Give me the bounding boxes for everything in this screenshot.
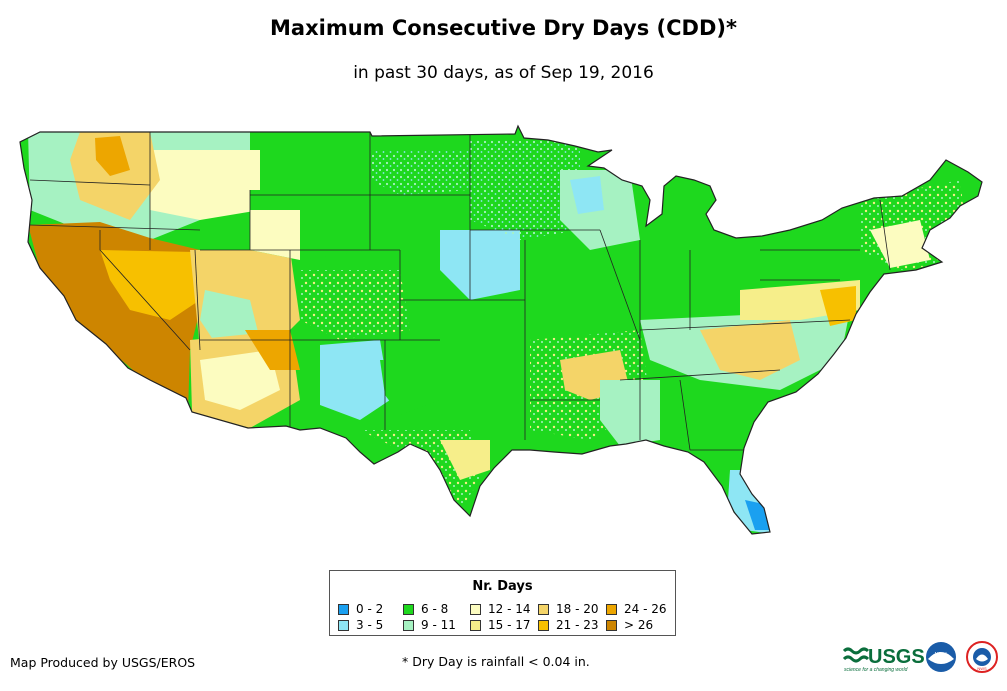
legend-label: 18 - 20 <box>556 602 599 616</box>
noaa-wordmark: NOAA <box>935 651 948 656</box>
dry-day-footnote: * Dry Day is rainfall < 0.04 in. <box>402 654 590 669</box>
legend-item: 9 - 11 <box>403 618 456 632</box>
legend-label: 6 - 8 <box>421 602 449 616</box>
zone-texas-panhandle <box>380 360 440 415</box>
legend-item: 21 - 23 <box>538 618 599 632</box>
us-cdd-map <box>19 125 983 535</box>
legend-swatch <box>538 620 549 631</box>
legend-item: 12 - 14 <box>470 602 531 616</box>
zone-mississippi <box>600 380 660 446</box>
zone-wisconsin-cyan <box>570 176 604 214</box>
zone-wyoming-west <box>250 210 300 260</box>
zone-idaho-deep <box>95 136 130 176</box>
nws-wordmark: NWS <box>977 666 987 671</box>
boundary-vt-nh <box>879 199 891 271</box>
boundary-ca-nv <box>99 230 191 351</box>
legend-item: 6 - 8 <box>403 602 448 616</box>
boundary-al-ga <box>679 379 691 451</box>
usgs-wave-icon-2 <box>842 655 870 663</box>
boundary-tn-south <box>619 369 781 381</box>
noaa-gull-icon <box>928 652 954 664</box>
zone-arizona-light <box>200 350 280 410</box>
usgs-wave-icon <box>842 647 870 655</box>
nws-cloud-icon <box>976 654 988 662</box>
legend-swatch <box>403 604 414 615</box>
zone-minnesota-mix <box>470 140 580 240</box>
zone-michigan <box>655 180 720 250</box>
zone-new-mexico-cyan <box>320 340 390 420</box>
boundary-or-ca <box>29 224 201 231</box>
zone-idaho-orange <box>70 132 160 220</box>
boundary-or-wa <box>29 179 151 186</box>
legend-swatch <box>470 620 481 631</box>
legend-label: 0 - 2 <box>356 602 384 616</box>
noaa-logo: NOAA <box>926 642 956 672</box>
zone-nevada-gold <box>100 250 200 320</box>
legend-label: 3 - 5 <box>356 618 384 632</box>
zone-north-dakota-mix <box>370 150 470 195</box>
legend-label: 24 - 26 <box>624 602 667 616</box>
legend-title: Nr. Days <box>472 579 533 594</box>
zone-delmarva <box>820 286 856 326</box>
map-producer-credit: Map Produced by USGS/EROS <box>10 655 196 670</box>
legend-swatch <box>338 620 349 631</box>
legend-item: 0 - 2 <box>338 602 383 616</box>
agency-logos: USGS science for a changing world NOAA N… <box>842 641 998 673</box>
zone-carolinas-orange <box>700 320 800 380</box>
legend-box: Nr. Days 0 - 2 3 - 5 6 - 8 9 - 11 12 - 14 15 … <box>329 570 676 636</box>
state-boundaries <box>29 132 891 451</box>
boundary-ky-tn-line <box>639 319 851 331</box>
zone-colorado-mix <box>300 270 410 340</box>
legend-label: 15 - 17 <box>488 618 531 632</box>
usgs-wordmark: USGS <box>868 646 925 668</box>
legend-label: 9 - 11 <box>421 618 456 632</box>
legend-item: > 26 <box>606 618 653 632</box>
map-subtitle: in past 30 days, as of Sep 19, 2016 <box>353 63 654 83</box>
map-title: Maximum Consecutive Dry Days (CDD)* <box>270 16 737 40</box>
legend-item: 15 - 17 <box>470 618 531 632</box>
usgs-logo: USGS science for a changing world <box>842 646 925 673</box>
legend-label: > 26 <box>624 618 654 632</box>
zone-nebraska-cyan <box>440 230 520 300</box>
legend-swatch <box>538 604 549 615</box>
legend-item: 24 - 26 <box>606 602 667 616</box>
boundary-nv-ut <box>194 249 201 351</box>
cdd-zones <box>20 126 982 534</box>
zone-texas-coast <box>440 440 490 480</box>
legend-label: 12 - 14 <box>488 602 531 616</box>
legend-swatch <box>606 604 617 615</box>
legend-swatch <box>606 620 617 631</box>
legend-item: 3 - 5 <box>338 618 383 632</box>
legend-swatch <box>403 620 414 631</box>
legend-item: 18 - 20 <box>538 602 599 616</box>
usgs-tagline: science for a changing world <box>844 667 908 673</box>
nws-logo: NWS <box>966 641 998 673</box>
legend-swatch <box>338 604 349 615</box>
boundary-mississippi-river <box>599 229 641 341</box>
zone-montana-yellow <box>150 150 260 220</box>
legend-swatch <box>470 604 481 615</box>
legend-label: 21 - 23 <box>556 618 599 632</box>
zone-new-england-light <box>870 220 930 268</box>
